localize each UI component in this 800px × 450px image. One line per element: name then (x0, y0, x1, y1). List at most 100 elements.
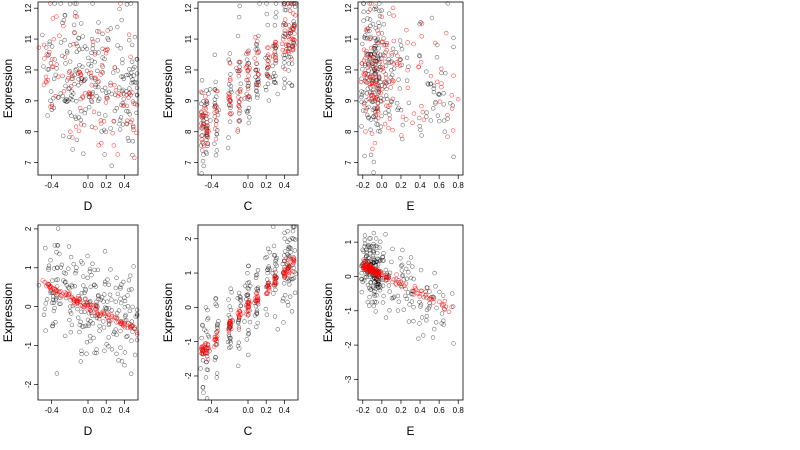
data-point (286, 32, 291, 37)
data-point (361, 267, 367, 272)
data-point (127, 112, 133, 117)
data-point (365, 16, 370, 21)
data-point (118, 102, 124, 108)
data-point (373, 309, 378, 314)
data-point (400, 273, 406, 278)
data-point (115, 24, 120, 30)
data-point (96, 79, 102, 84)
data-point (417, 321, 422, 326)
data-point (119, 282, 124, 287)
data-point (41, 64, 46, 69)
data-point (205, 111, 210, 117)
data-point (201, 163, 206, 169)
data-point (417, 21, 422, 27)
x-tick-label: -0.4 (205, 406, 219, 415)
data-point (125, 293, 130, 298)
data-point (373, 56, 378, 61)
data-point (254, 41, 259, 47)
data-point (134, 102, 140, 108)
data-point (379, 86, 385, 92)
data-point (82, 44, 88, 49)
data-point (66, 86, 71, 92)
data-point (87, 92, 93, 97)
data-point (134, 307, 140, 312)
data-point (52, 305, 57, 311)
data-point (291, 260, 296, 266)
data-point (243, 65, 249, 70)
data-point (374, 6, 379, 12)
data-point (360, 279, 365, 284)
data-point (273, 269, 278, 275)
data-point (370, 99, 375, 105)
data-point (102, 292, 107, 297)
data-point (238, 96, 244, 102)
data-point (411, 288, 417, 294)
data-point (384, 93, 389, 98)
data-point (213, 337, 218, 342)
data-point (263, 306, 268, 312)
data-point (265, 290, 270, 295)
data-point (95, 84, 101, 90)
data-point (89, 94, 95, 100)
data-point (54, 371, 60, 376)
data-point (235, 129, 240, 134)
data-point (66, 292, 71, 297)
data-point (428, 118, 433, 123)
data-point (371, 275, 377, 281)
data-point (79, 78, 84, 83)
data-point (367, 17, 373, 22)
data-point (416, 53, 422, 58)
data-point (99, 310, 105, 316)
data-point (82, 110, 88, 116)
data-point (370, 107, 376, 113)
data-point (56, 74, 61, 79)
data-point (419, 103, 424, 109)
data-point (377, 86, 382, 91)
data-point (43, 74, 49, 80)
data-point (66, 70, 72, 75)
y-tick-label: 7 (24, 160, 33, 165)
data-point (205, 367, 211, 373)
data-point (375, 51, 380, 56)
plot-frame (357, 224, 464, 401)
data-point (410, 120, 415, 126)
y-tick-label: -1 (344, 307, 353, 315)
data-point (289, 276, 294, 282)
data-point (203, 375, 209, 380)
data-point (244, 57, 250, 62)
data-point (126, 95, 131, 100)
data-point (105, 277, 110, 282)
data-point (237, 108, 242, 114)
data-point (246, 308, 251, 314)
data-point (361, 18, 366, 23)
data-point (290, 48, 295, 53)
data-point (373, 4, 378, 9)
data-point (36, 283, 42, 288)
data-point (71, 22, 77, 28)
data-point (263, 84, 268, 90)
data-point (389, 67, 394, 73)
data-point (373, 117, 379, 123)
data-point (50, 16, 55, 21)
data-point (412, 284, 417, 289)
data-point (71, 91, 76, 96)
data-point (92, 52, 98, 57)
data-point (228, 320, 233, 326)
data-point (131, 123, 136, 129)
data-point (212, 104, 218, 110)
data-point (228, 87, 234, 93)
data-point (247, 115, 252, 120)
data-point (132, 80, 138, 85)
data-point (284, 43, 289, 48)
x-tick-label: -0.2 (356, 406, 370, 415)
data-point (399, 284, 404, 290)
data-point (128, 273, 133, 278)
data-point (291, 256, 297, 261)
data-point (62, 12, 68, 18)
x-tick-label: 0.6 (434, 406, 446, 415)
data-point (273, 287, 278, 292)
data-point (369, 131, 375, 136)
data-point (58, 265, 64, 270)
y-axis-label: Expression (1, 59, 15, 118)
data-point (53, 320, 58, 325)
